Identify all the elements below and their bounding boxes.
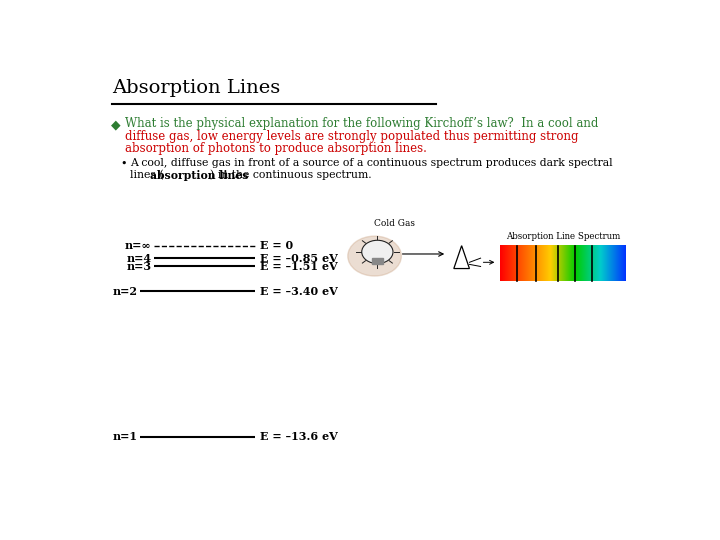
Text: Absorption Line Spectrum: Absorption Line Spectrum bbox=[505, 232, 620, 241]
Text: diffuse gas, low energy levels are strongly populated thus permitting strong: diffuse gas, low energy levels are stron… bbox=[125, 130, 578, 143]
Text: What is the physical explanation for the following Kirchoff’s law?  In a cool an: What is the physical explanation for the… bbox=[125, 117, 598, 130]
FancyBboxPatch shape bbox=[372, 258, 383, 265]
Text: A cool, diffuse gas in front of a source of a continuous spectrum produces dark : A cool, diffuse gas in front of a source… bbox=[130, 158, 613, 168]
Text: n=3: n=3 bbox=[126, 261, 151, 272]
Text: E = –13.6 eV: E = –13.6 eV bbox=[260, 431, 338, 442]
Text: E = –0.85 eV: E = –0.85 eV bbox=[260, 253, 338, 264]
Text: absorption lines: absorption lines bbox=[150, 170, 249, 180]
Circle shape bbox=[361, 240, 393, 264]
Text: absorption of photons to produce absorption lines.: absorption of photons to produce absorpt… bbox=[125, 142, 426, 155]
Text: lines (: lines ( bbox=[130, 170, 164, 180]
Text: n=2: n=2 bbox=[112, 286, 138, 297]
Text: E = –3.40 eV: E = –3.40 eV bbox=[260, 286, 338, 297]
Circle shape bbox=[348, 236, 401, 276]
Text: Cold Gas: Cold Gas bbox=[374, 219, 415, 228]
Text: ◆: ◆ bbox=[111, 118, 121, 131]
Text: ) in the continuous spectrum.: ) in the continuous spectrum. bbox=[210, 170, 372, 180]
Text: n=∞: n=∞ bbox=[125, 240, 151, 251]
Text: n=4: n=4 bbox=[126, 253, 151, 264]
Text: E = 0: E = 0 bbox=[260, 240, 293, 251]
Text: Absorption Lines: Absorption Lines bbox=[112, 79, 281, 97]
Text: •: • bbox=[121, 158, 127, 168]
Text: n=1: n=1 bbox=[112, 431, 138, 442]
Text: E = –1.51 eV: E = –1.51 eV bbox=[260, 261, 338, 272]
